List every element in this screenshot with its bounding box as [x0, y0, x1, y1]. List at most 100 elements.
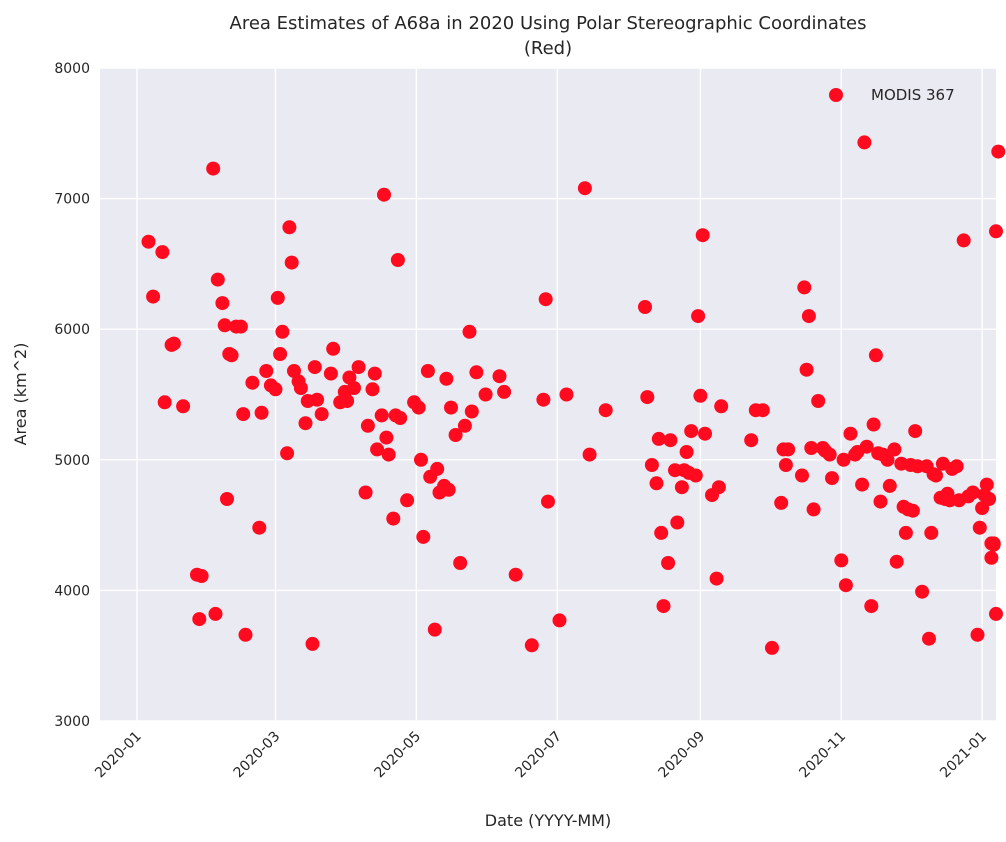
- data-point: [924, 525, 939, 540]
- data-point: [774, 495, 789, 510]
- data-point: [984, 550, 999, 565]
- data-point: [698, 426, 712, 441]
- data-point: [661, 556, 676, 570]
- data-point: [695, 228, 710, 243]
- chart-title: Area Estimates of A68a in 2020 Using Pol…: [230, 13, 867, 34]
- data-point: [651, 431, 666, 446]
- data-point: [390, 253, 405, 267]
- data-point: [989, 224, 1003, 239]
- data-point: [166, 336, 181, 351]
- data-point: [709, 571, 724, 586]
- data-point: [420, 364, 435, 378]
- data-point: [192, 612, 207, 627]
- data-point: [386, 511, 401, 526]
- data-point: [238, 627, 253, 642]
- data-point: [644, 458, 659, 472]
- data-point: [887, 442, 902, 457]
- data-point: [972, 520, 987, 535]
- data-point: [714, 399, 729, 414]
- data-point: [965, 485, 980, 500]
- data-point: [755, 403, 770, 418]
- data-point: [358, 485, 373, 500]
- data-point: [922, 631, 936, 646]
- data-point: [744, 433, 759, 448]
- data-point: [275, 324, 290, 339]
- data-point: [347, 381, 361, 395]
- data-point: [176, 399, 191, 414]
- data-point: [693, 388, 708, 403]
- data-point: [155, 245, 170, 260]
- data-point: [367, 366, 382, 381]
- data-point: [326, 341, 341, 356]
- data-point: [649, 476, 664, 491]
- data-point: [233, 319, 248, 334]
- data-point: [795, 468, 809, 483]
- data-point: [444, 400, 458, 415]
- data-point: [478, 387, 493, 402]
- data-point: [905, 503, 920, 518]
- data-point: [441, 482, 456, 497]
- data-point: [843, 426, 858, 441]
- data-points: [141, 135, 1006, 655]
- data-point: [220, 492, 234, 506]
- data-point: [284, 255, 299, 270]
- y-tick-labels: 3000 4000 5000 6000 7000 8000: [54, 61, 90, 730]
- data-point: [416, 529, 431, 544]
- data-point: [834, 553, 849, 568]
- data-point: [804, 441, 819, 455]
- data-point: [536, 392, 551, 407]
- data-point: [254, 405, 269, 420]
- data-point: [654, 525, 669, 540]
- data-point: [427, 622, 442, 637]
- data-point: [898, 525, 913, 540]
- data-point: [656, 599, 671, 614]
- data-point: [873, 494, 888, 509]
- data-point: [684, 424, 699, 439]
- data-point: [688, 468, 703, 483]
- data-point: [797, 280, 812, 295]
- data-point: [880, 452, 895, 467]
- data-point: [866, 417, 881, 432]
- data-point: [268, 382, 283, 397]
- data-point: [377, 187, 391, 202]
- data-point: [674, 480, 689, 495]
- data-point: [298, 416, 313, 431]
- data-point: [141, 234, 156, 249]
- data-point: [806, 502, 821, 517]
- data-point: [430, 461, 445, 476]
- data-point: [640, 390, 655, 405]
- data-point: [838, 578, 853, 593]
- data-point: [836, 452, 851, 467]
- data-point: [986, 537, 1001, 552]
- data-point: [778, 458, 793, 472]
- data-point: [492, 369, 507, 384]
- data-point: [340, 394, 355, 408]
- data-point: [374, 408, 389, 423]
- data-point: [524, 638, 539, 653]
- data-point: [949, 459, 964, 474]
- data-point: [855, 477, 870, 492]
- data-point: [970, 627, 985, 642]
- data-point: [379, 430, 394, 445]
- chart-subtitle: (Red): [524, 38, 572, 59]
- data-point: [691, 309, 706, 324]
- data-point: [305, 636, 320, 651]
- data-point: [868, 348, 883, 363]
- data-point: [365, 382, 380, 397]
- data-point: [146, 289, 161, 304]
- data-point: [280, 446, 295, 461]
- legend: MODIS 367: [829, 86, 955, 104]
- data-point: [663, 433, 678, 448]
- data-point: [457, 418, 472, 433]
- data-point: [464, 404, 479, 419]
- data-point: [360, 418, 375, 433]
- data-point: [314, 407, 329, 422]
- data-point: [206, 161, 221, 176]
- data-point: [711, 480, 726, 495]
- legend-label: MODIS 367: [871, 86, 955, 104]
- y-axis-label: Area (km^2): [11, 343, 30, 446]
- data-point: [194, 569, 209, 583]
- data-point: [781, 442, 796, 457]
- data-point: [982, 492, 997, 506]
